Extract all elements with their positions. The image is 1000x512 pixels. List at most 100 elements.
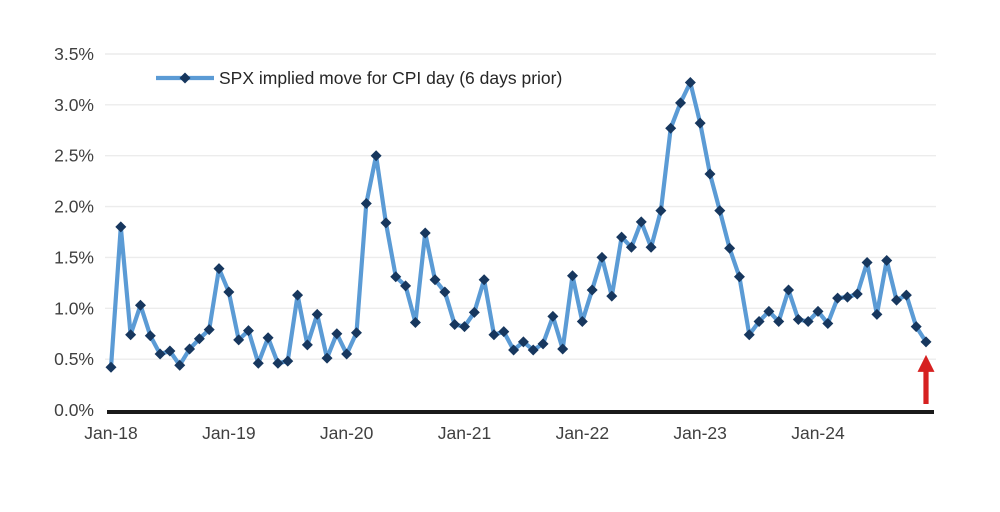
data-point-marker xyxy=(704,168,716,180)
data-point-marker xyxy=(812,305,824,317)
data-point-marker xyxy=(586,284,598,296)
legend-diamond-marker xyxy=(179,72,191,84)
data-point-marker xyxy=(891,294,903,306)
data-point-marker xyxy=(458,321,470,333)
x-axis-tick-labels: Jan-18 Jan-19 Jan-20 Jan-21 Jan-22 Jan-23 Jan-… xyxy=(84,423,845,443)
legend: SPX implied move for CPI day (6 days pri… xyxy=(156,68,562,88)
data-point-marker xyxy=(822,318,834,330)
y-tick-label: 3.5% xyxy=(54,44,94,64)
data-point-marker xyxy=(498,326,510,338)
y-tick-label: 1.0% xyxy=(54,298,94,318)
data-point-marker xyxy=(645,241,657,253)
data-point-marker xyxy=(733,271,745,283)
data-point-marker xyxy=(802,316,814,328)
data-point-marker xyxy=(321,352,333,364)
data-point-marker xyxy=(390,271,402,283)
data-point-marker xyxy=(655,205,667,217)
data-point-marker xyxy=(665,122,677,134)
data-point-marker xyxy=(576,316,588,328)
data-point-marker xyxy=(625,241,637,253)
data-point-marker xyxy=(223,286,235,298)
data-point-marker xyxy=(783,284,795,296)
data-point-marker xyxy=(360,198,372,210)
data-point-marker xyxy=(900,289,912,301)
data-point-marker xyxy=(282,355,294,367)
x-tick-label: Jan-22 xyxy=(556,423,610,443)
data-point-marker xyxy=(881,254,893,266)
data-point-marker xyxy=(832,292,844,304)
data-point-marker xyxy=(115,221,127,233)
data-point-marker xyxy=(557,343,569,355)
data-point-marker xyxy=(753,316,765,328)
arrow-shaft xyxy=(923,369,929,404)
data-point-marker xyxy=(714,205,726,217)
data-point-marker xyxy=(419,227,431,239)
data-point-marker xyxy=(134,299,146,311)
y-tick-label: 2.0% xyxy=(54,197,94,217)
data-point-marker xyxy=(262,332,274,344)
x-tick-label: Jan-20 xyxy=(320,423,374,443)
data-point-marker xyxy=(252,357,264,369)
series-markers xyxy=(105,76,932,373)
data-point-marker xyxy=(213,263,225,275)
y-axis-tick-labels: 0.0% 0.5% 1.0% 1.5% 2.0% 2.5% 3.0% 3.5% xyxy=(54,44,94,420)
data-point-marker xyxy=(144,330,156,342)
data-point-marker xyxy=(537,338,549,350)
data-point-marker xyxy=(439,286,451,298)
data-point-marker xyxy=(861,257,873,269)
y-tick-label: 0.0% xyxy=(54,400,94,420)
data-point-marker xyxy=(341,348,353,360)
y-tick-label: 3.0% xyxy=(54,95,94,115)
data-point-marker xyxy=(380,217,392,229)
y-tick-label: 0.5% xyxy=(54,349,94,369)
annotation-up-arrow xyxy=(917,354,935,404)
data-point-marker xyxy=(910,321,922,333)
data-point-marker xyxy=(292,289,304,301)
data-point-marker xyxy=(370,150,382,162)
legend-label: SPX implied move for CPI day (6 days pri… xyxy=(219,68,562,88)
data-point-marker xyxy=(488,329,500,341)
data-point-marker xyxy=(184,343,196,355)
data-point-marker xyxy=(773,316,785,328)
y-tick-label: 1.5% xyxy=(54,247,94,267)
x-tick-label: Jan-24 xyxy=(791,423,845,443)
data-point-marker xyxy=(517,336,529,348)
data-point-marker xyxy=(606,290,618,302)
x-tick-label: Jan-23 xyxy=(673,423,727,443)
data-point-marker xyxy=(400,280,412,292)
data-point-marker xyxy=(508,344,520,356)
y-tick-label: 2.5% xyxy=(54,146,94,166)
data-point-marker xyxy=(616,231,628,243)
data-point-marker xyxy=(164,345,176,357)
data-point-marker xyxy=(547,310,559,322)
data-point-marker xyxy=(193,333,205,345)
data-point-marker xyxy=(567,270,579,282)
data-point-marker xyxy=(350,327,362,339)
data-point-marker xyxy=(724,242,736,254)
data-point-marker xyxy=(851,288,863,300)
data-point-marker xyxy=(174,359,186,371)
gridlines xyxy=(105,53,936,360)
data-point-marker xyxy=(743,329,755,341)
data-point-marker xyxy=(635,216,647,228)
data-point-marker xyxy=(125,329,137,341)
data-point-marker xyxy=(154,348,166,360)
data-point-marker xyxy=(409,317,421,329)
data-point-marker xyxy=(527,344,539,356)
data-point-marker xyxy=(429,274,441,286)
x-tick-label: Jan-18 xyxy=(84,423,138,443)
data-point-marker xyxy=(841,291,853,303)
series-line xyxy=(108,80,929,370)
x-tick-label: Jan-19 xyxy=(202,423,256,443)
data-point-marker xyxy=(331,328,343,340)
data-point-marker xyxy=(311,308,323,320)
data-point-marker xyxy=(242,325,254,337)
data-point-marker xyxy=(596,251,608,263)
data-point-marker xyxy=(478,274,490,286)
data-point-marker xyxy=(203,324,215,336)
data-point-marker xyxy=(301,339,313,351)
data-point-marker xyxy=(920,336,932,348)
data-point-marker xyxy=(233,334,245,346)
data-point-marker xyxy=(871,308,883,320)
